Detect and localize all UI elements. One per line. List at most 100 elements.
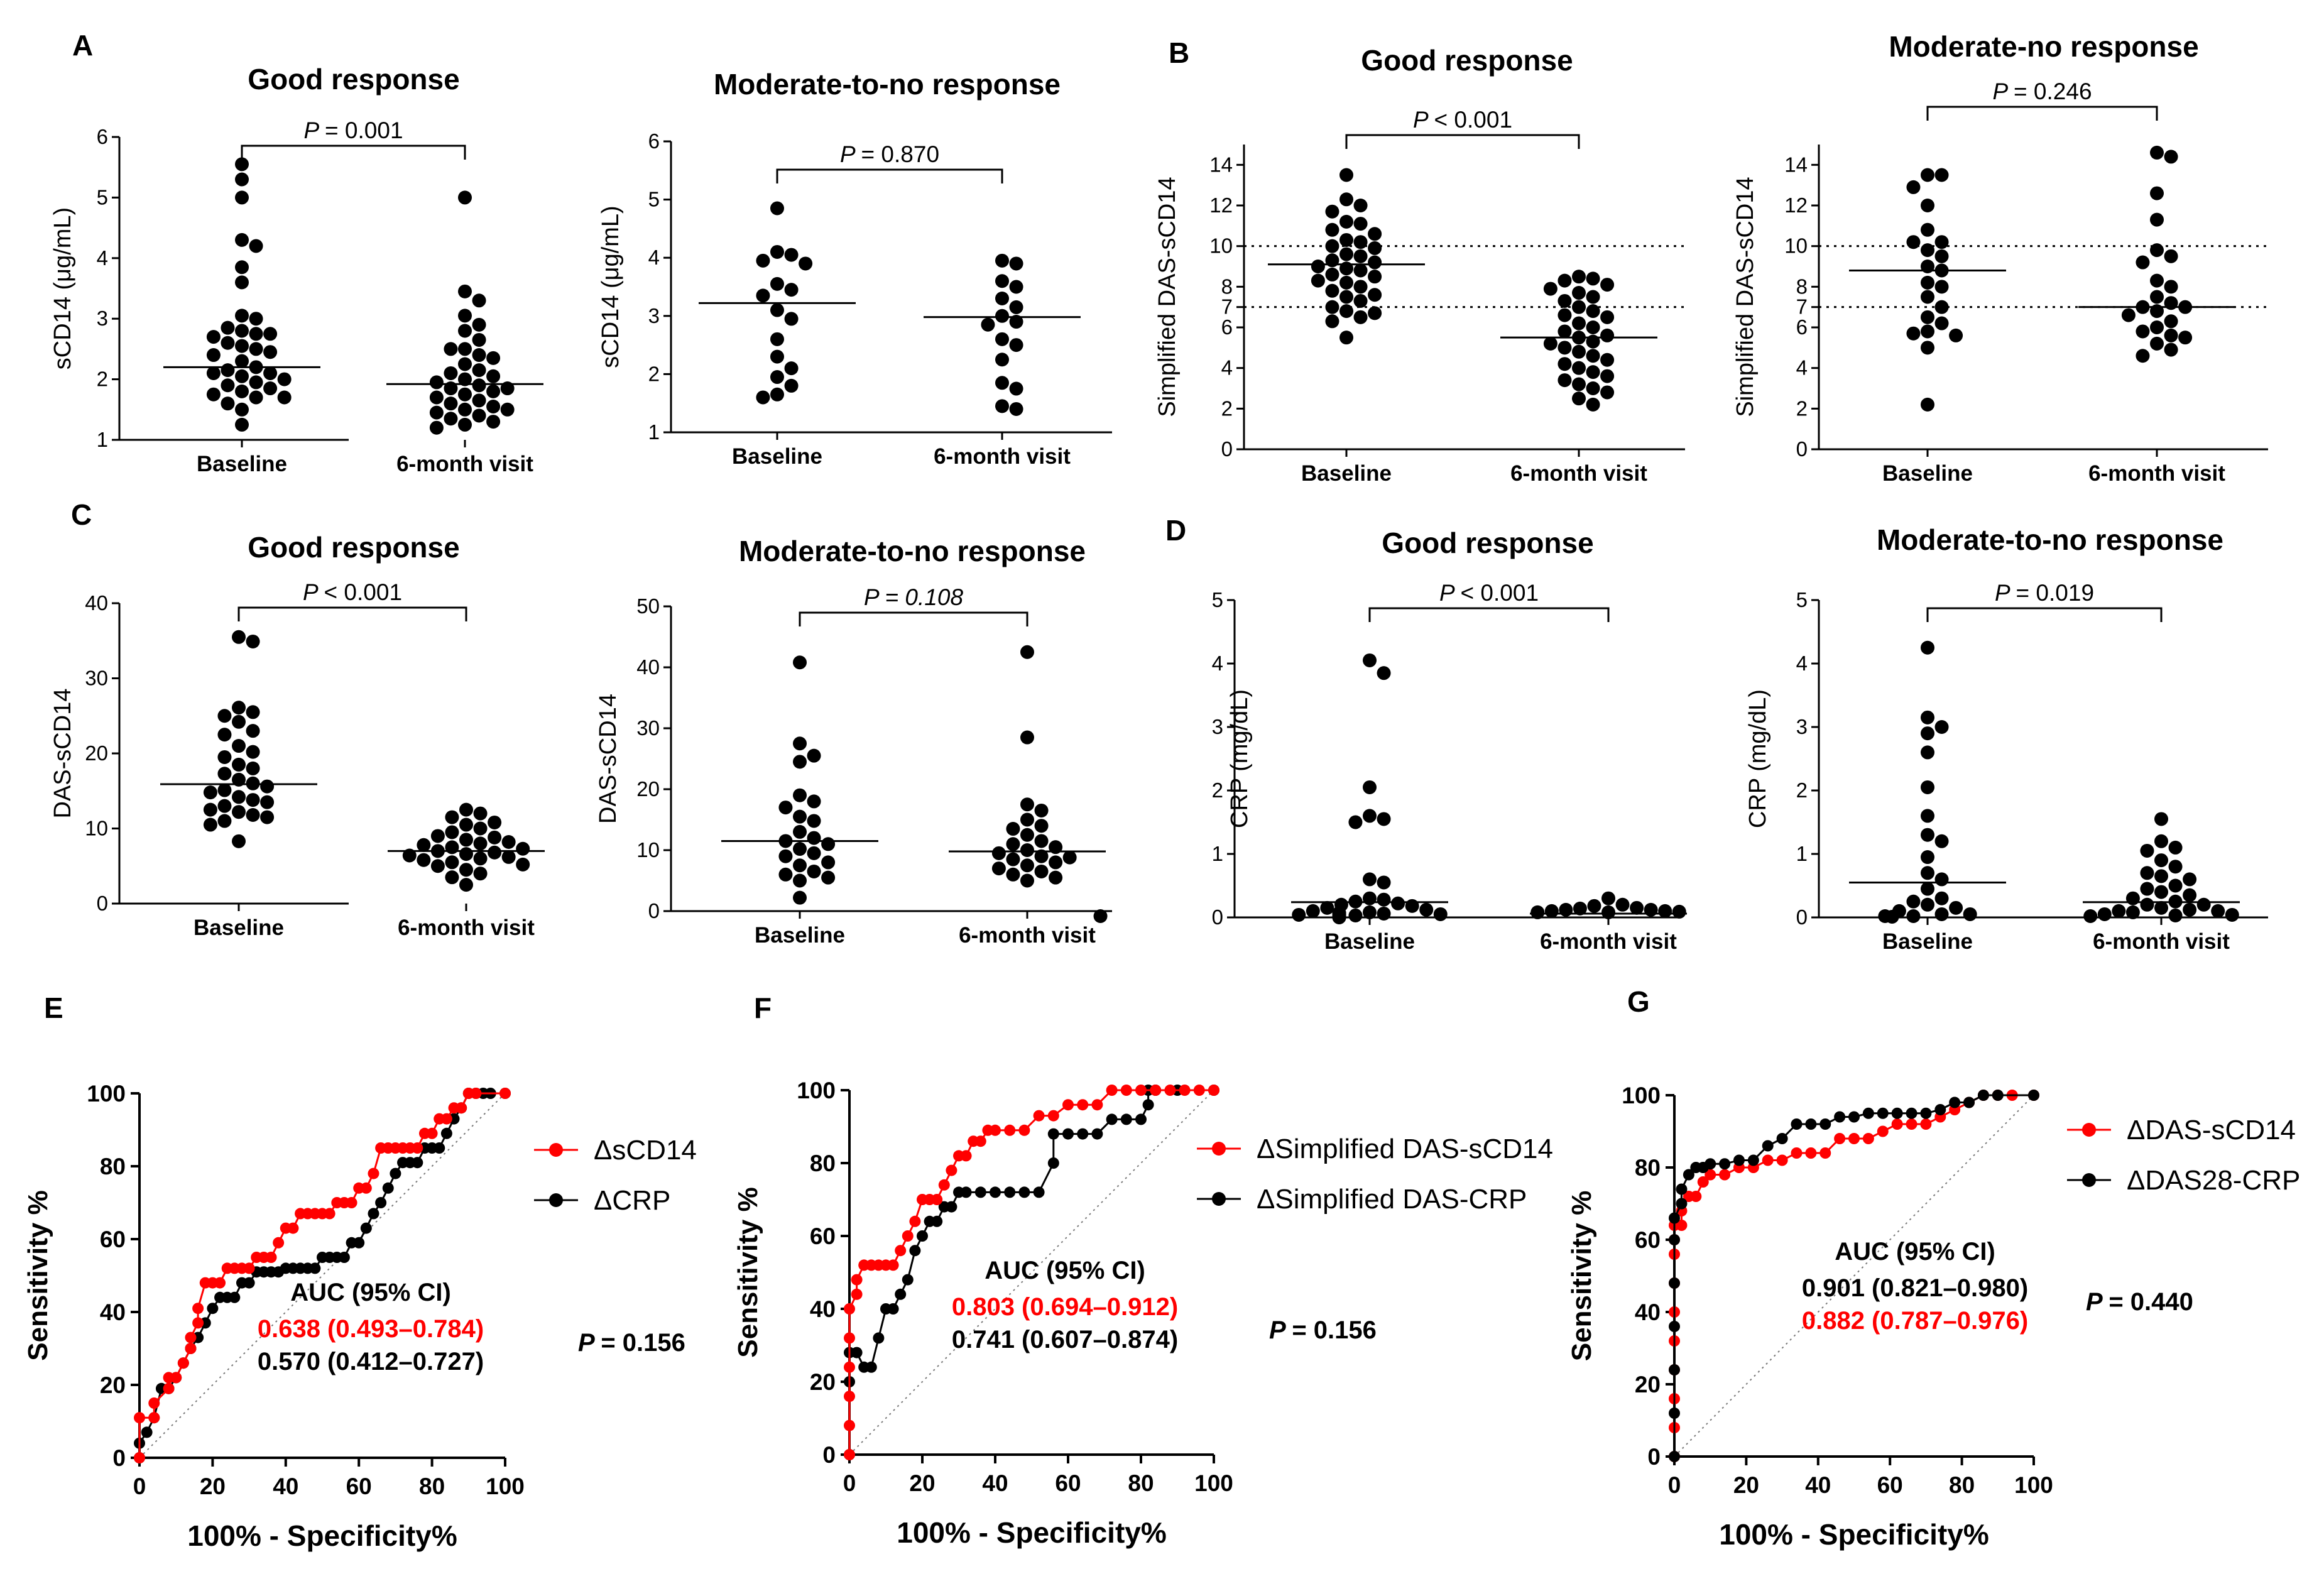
data-point <box>1348 815 1363 829</box>
x-tick-label: Baseline <box>1882 461 1973 486</box>
y-tick-label: 80 <box>100 1154 126 1179</box>
data-point <box>1009 300 1023 314</box>
data-point <box>1339 247 1353 261</box>
roc-point <box>844 1419 855 1431</box>
data-point <box>1906 235 1921 249</box>
data-point <box>1020 858 1034 873</box>
data-point <box>2183 872 2197 887</box>
x-tick-label: 40 <box>273 1473 298 1499</box>
data-point <box>981 317 995 332</box>
p-value: P = 0.108 <box>864 584 963 610</box>
data-point <box>1339 232 1353 247</box>
roc-point <box>990 1186 1001 1198</box>
roc-point <box>309 1262 321 1274</box>
data-point <box>2112 904 2126 918</box>
y-tick-label: 2 <box>648 362 660 385</box>
roc-point <box>1762 1154 1774 1166</box>
data-point <box>1906 909 1921 923</box>
data-point <box>1325 314 1339 329</box>
roc-point <box>390 1167 401 1179</box>
y-tick-label: 1 <box>97 428 108 451</box>
data-point <box>445 810 459 824</box>
data-point <box>799 256 813 271</box>
data-point <box>1325 283 1339 298</box>
roc-point <box>1683 1169 1694 1181</box>
legend-label: ΔsCD14 <box>594 1135 697 1166</box>
y-tick-label: 5 <box>1796 588 1808 611</box>
roc-point <box>1719 1158 1731 1170</box>
roc-point <box>974 1135 986 1147</box>
x-tick-label: 6-month visit <box>959 923 1096 948</box>
roc-point <box>1733 1154 1745 1166</box>
data-point <box>793 890 807 905</box>
x-tick-label: Baseline <box>194 916 284 940</box>
data-point <box>1934 720 1949 734</box>
panel-B-good: 0 2 4 678 10 12 14 Baseline 6-month visit Simplif… <box>1154 36 1685 486</box>
y-tick-label: 40 <box>810 1296 836 1322</box>
data-point <box>249 390 263 405</box>
data-point <box>991 846 1006 860</box>
x-tick-label: 20 <box>200 1473 226 1499</box>
data-point <box>429 390 444 405</box>
data-point <box>458 417 472 432</box>
significance-bracket <box>241 145 466 160</box>
roc-point <box>1747 1154 1759 1166</box>
roc-point <box>148 1397 160 1409</box>
data-point <box>235 369 249 383</box>
y-tick-label: 2 <box>1212 779 1223 802</box>
data-point <box>1558 341 1572 355</box>
y-tick-label: 40 <box>85 591 108 615</box>
data-point <box>821 870 836 885</box>
data-point <box>246 761 260 775</box>
p-value: P < 0.001 <box>1439 580 1539 606</box>
legend-label: ΔSimplified DAS-CRP <box>1257 1184 1527 1215</box>
roc-point <box>1077 1128 1089 1140</box>
data-point <box>1049 855 1063 870</box>
data-point <box>1405 899 1419 913</box>
data-point <box>444 366 458 380</box>
data-point <box>1320 900 1334 915</box>
roc-point <box>1776 1133 1788 1144</box>
y-tick-label: 12 <box>1209 194 1233 217</box>
data-point <box>1325 204 1339 219</box>
data-point <box>516 841 530 856</box>
y-tick-label: 50 <box>636 594 660 618</box>
y-tick-label: 0 <box>648 899 660 922</box>
data-point <box>2150 145 2164 160</box>
y-tick-label: 2 <box>97 368 108 391</box>
data-point <box>1600 328 1615 342</box>
y-tick-label: 0 <box>1647 1444 1661 1470</box>
data-point <box>417 853 431 867</box>
data-point <box>1921 324 1934 339</box>
y-tick-label: 12 <box>1784 194 1808 217</box>
roc-point <box>1719 1169 1731 1181</box>
data-point <box>1311 260 1325 273</box>
y-axis-label: Simplified DAS-sCD14 <box>1732 177 1759 417</box>
data-point <box>232 805 246 819</box>
panel-A-mod: 1 2 3 4 5 6 Baseline 6-month visit sCD14 (μg/mL)… <box>597 68 1112 469</box>
data-point <box>459 847 473 861</box>
y-axis-label: CRP (mg/dL) <box>1226 689 1253 828</box>
roc-point <box>1834 1111 1846 1123</box>
data-point <box>249 312 263 326</box>
data-point <box>444 412 458 426</box>
data-point <box>1934 249 1949 263</box>
data-point <box>235 309 249 323</box>
roc-point <box>346 1197 357 1208</box>
data-point <box>1934 280 1949 294</box>
data-point <box>1363 905 1377 919</box>
data-point <box>246 745 260 759</box>
y-tick-label: 1 <box>648 420 660 444</box>
data-point <box>417 838 431 852</box>
data-point <box>2164 314 2178 329</box>
roc-point <box>1142 1099 1154 1111</box>
data-point <box>217 783 232 797</box>
y-tick-label: 14 <box>1209 153 1233 176</box>
data-point <box>263 345 278 359</box>
data-point <box>472 408 486 423</box>
data-point <box>1934 891 1949 905</box>
y-axis-label: sCD14 (μg/mL) <box>50 207 76 369</box>
panel-title: Good response <box>248 63 459 96</box>
data-point <box>430 829 445 843</box>
y-tick-label: 20 <box>100 1372 126 1398</box>
